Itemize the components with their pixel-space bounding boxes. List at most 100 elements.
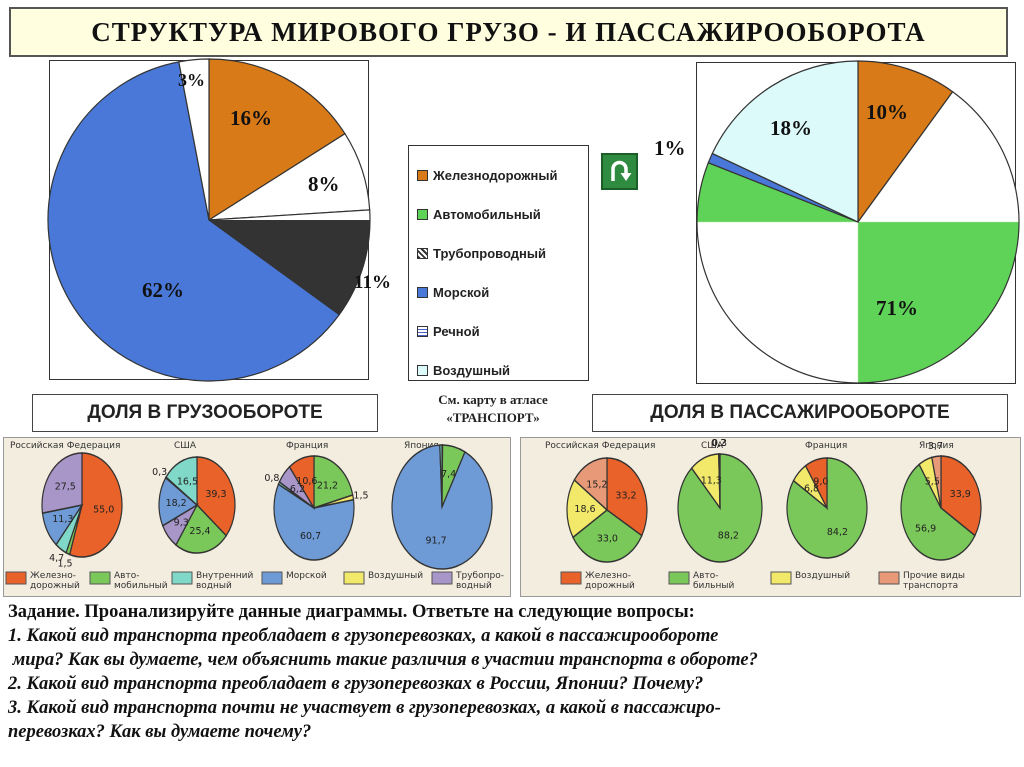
country-slice-label: 10,6 xyxy=(296,476,317,487)
country-pie xyxy=(391,444,493,570)
legend-item-river: Речной xyxy=(417,312,582,351)
country-legend-swatch xyxy=(5,571,27,585)
country-slice-auto xyxy=(313,455,354,510)
country-slice-label: 21,2 xyxy=(317,480,338,491)
country-name: Япония xyxy=(919,441,954,451)
country-legend-label: Трубопро- xyxy=(455,571,504,581)
freight-label-river: 3% xyxy=(178,70,205,90)
country-slice-auto xyxy=(175,503,228,554)
country-slice-label: 1,5 xyxy=(57,558,72,569)
country-slice-label: 33,2 xyxy=(615,491,636,502)
legend-item-air: Воздушный xyxy=(417,351,582,390)
u-turn-arrow-icon xyxy=(611,160,632,181)
country-legend-label: Железно- xyxy=(585,571,631,581)
passenger-label-rail: 10% xyxy=(866,100,908,124)
country-legend-swatch xyxy=(431,571,453,585)
country-passenger-panel: Российская Федерация 33,2 33,0 18,6 15,2 США 8… xyxy=(520,437,1021,597)
legend-label: Морской xyxy=(433,285,490,300)
country-slice-label: 60,7 xyxy=(300,531,321,542)
country-name: Российская Федерация xyxy=(10,441,120,451)
passenger-caption: ДОЛЯ В ПАССАЖИРООБОРОТЕ xyxy=(592,394,1008,432)
country-pie xyxy=(677,453,763,563)
country-slice-label: 0,8 xyxy=(264,473,279,484)
legend-label: Автомобильный xyxy=(433,207,541,222)
legend-label: Воздушный xyxy=(433,363,511,378)
freight-slice-rail xyxy=(208,58,346,222)
passenger-slice-air xyxy=(711,60,859,223)
country-slice-label: 1,5 xyxy=(353,490,368,501)
legend-item-rail: Железнодорожный xyxy=(417,156,582,195)
country-pie xyxy=(566,457,648,563)
freight-caption-text: ДОЛЯ В ГРУЗООБОРОТЕ xyxy=(87,402,323,423)
country-legend-label: Прочие виды xyxy=(903,571,965,581)
country-slice-label: 9,0 xyxy=(813,477,828,488)
legend-label: Трубопроводный xyxy=(433,246,546,261)
legend-item-pipeline: Трубопроводный xyxy=(417,234,582,273)
atlas-note-line: См. карту в атласе xyxy=(438,392,548,407)
country-slice-label: 6,2 xyxy=(290,484,305,495)
country-slice-pipe xyxy=(41,452,83,515)
task-line: мира? Как вы думаете, чем объяснить таки… xyxy=(8,650,758,670)
atlas-note: См. карту в атласе «ТРАНСПОРТ» xyxy=(418,391,568,427)
passenger-label-sea: 1% xyxy=(654,136,686,160)
country-slice-label: 91,7 xyxy=(426,535,447,546)
country-legend-label: Воздушный xyxy=(368,571,423,581)
country-slice-label: 27,5 xyxy=(55,481,76,492)
freight-label-sea: 62% xyxy=(142,278,184,302)
country-freight-charts: Российская Федерация55,01,54,711,327,5СШ… xyxy=(5,428,504,591)
country-slice-inland xyxy=(165,456,198,507)
return-button[interactable] xyxy=(601,153,638,190)
country-pie xyxy=(41,452,123,558)
task-heading: Задание. Проанализируйте данные диаграмм… xyxy=(8,602,695,622)
country-name: США xyxy=(701,441,724,451)
country-slice-label: 55,0 xyxy=(93,504,114,515)
country-name: Российская Федерация xyxy=(545,441,655,451)
country-name: Франция xyxy=(805,441,847,451)
country-slice-rail xyxy=(718,453,721,509)
country-freight-panel: Российская Федерация 55,0 1,5 4,7 11,3 27,5 СШ… xyxy=(3,428,511,597)
country-pie xyxy=(786,457,868,559)
country-slice-auto xyxy=(900,463,976,561)
country-slice-rail xyxy=(804,457,828,511)
country-slice-rail xyxy=(288,455,315,511)
freight-slice-pipeline xyxy=(207,209,371,316)
legend-swatch-air xyxy=(417,365,428,376)
country-legend-label: Внутренний xyxy=(196,571,253,581)
country-legend-label: мобильный xyxy=(114,581,168,591)
legend-item-auto: Автомобильный xyxy=(417,195,582,234)
country-legend-label: водный xyxy=(456,581,492,591)
country-slice-auto xyxy=(572,509,643,563)
country-legend-label: Воздушный xyxy=(795,571,850,581)
country-slice-label: 15,2 xyxy=(586,480,607,491)
country-slice-label: 6,8 xyxy=(804,483,819,494)
country-name: Япония xyxy=(404,441,439,451)
page-title-text: Структура мирового грузо - и пассажирооб… xyxy=(91,16,926,47)
country-legend-swatch xyxy=(171,571,193,585)
country-slice-label: 88,2 xyxy=(718,531,739,542)
task-line: 2. Какой вид транспорта преобладает в гр… xyxy=(8,674,704,694)
freight-slice-sea xyxy=(47,61,341,382)
country-slice-other xyxy=(931,455,942,509)
country-slice-label: 16,5 xyxy=(177,477,198,488)
country-slice-label: 56,9 xyxy=(915,523,936,534)
country-slice-label: 33,0 xyxy=(597,534,618,545)
country-slice-label: 84,2 xyxy=(827,527,848,538)
main-pie-charts xyxy=(47,58,1020,384)
atlas-note-line: «ТРАНСПОРТ» xyxy=(446,410,540,425)
country-slice-sea xyxy=(158,476,199,527)
country-slice-rail xyxy=(606,457,648,537)
legend-item-sea: Морской xyxy=(417,273,582,312)
legend-label: Железнодорожный xyxy=(433,168,558,183)
country-slice-rail xyxy=(68,452,123,558)
country-slice-label: 18,6 xyxy=(574,504,595,515)
country-slice-label: 3,7 xyxy=(928,441,943,452)
country-slice-label: 5,5 xyxy=(925,477,940,488)
passenger-label-air: 18% xyxy=(770,116,812,140)
passenger-caption-text: ДОЛЯ В ПАССАЖИРООБОРОТЕ xyxy=(650,402,950,423)
task-text: Задание. Проанализируйте данные диаграмм… xyxy=(8,600,1018,744)
country-slice-label: 0,3 xyxy=(152,467,167,478)
country-legend-label: Железно- xyxy=(30,571,76,581)
country-slice-sea xyxy=(391,444,493,570)
country-slice-label: 4,7 xyxy=(49,553,64,564)
country-slice-label: 25,4 xyxy=(189,526,210,537)
